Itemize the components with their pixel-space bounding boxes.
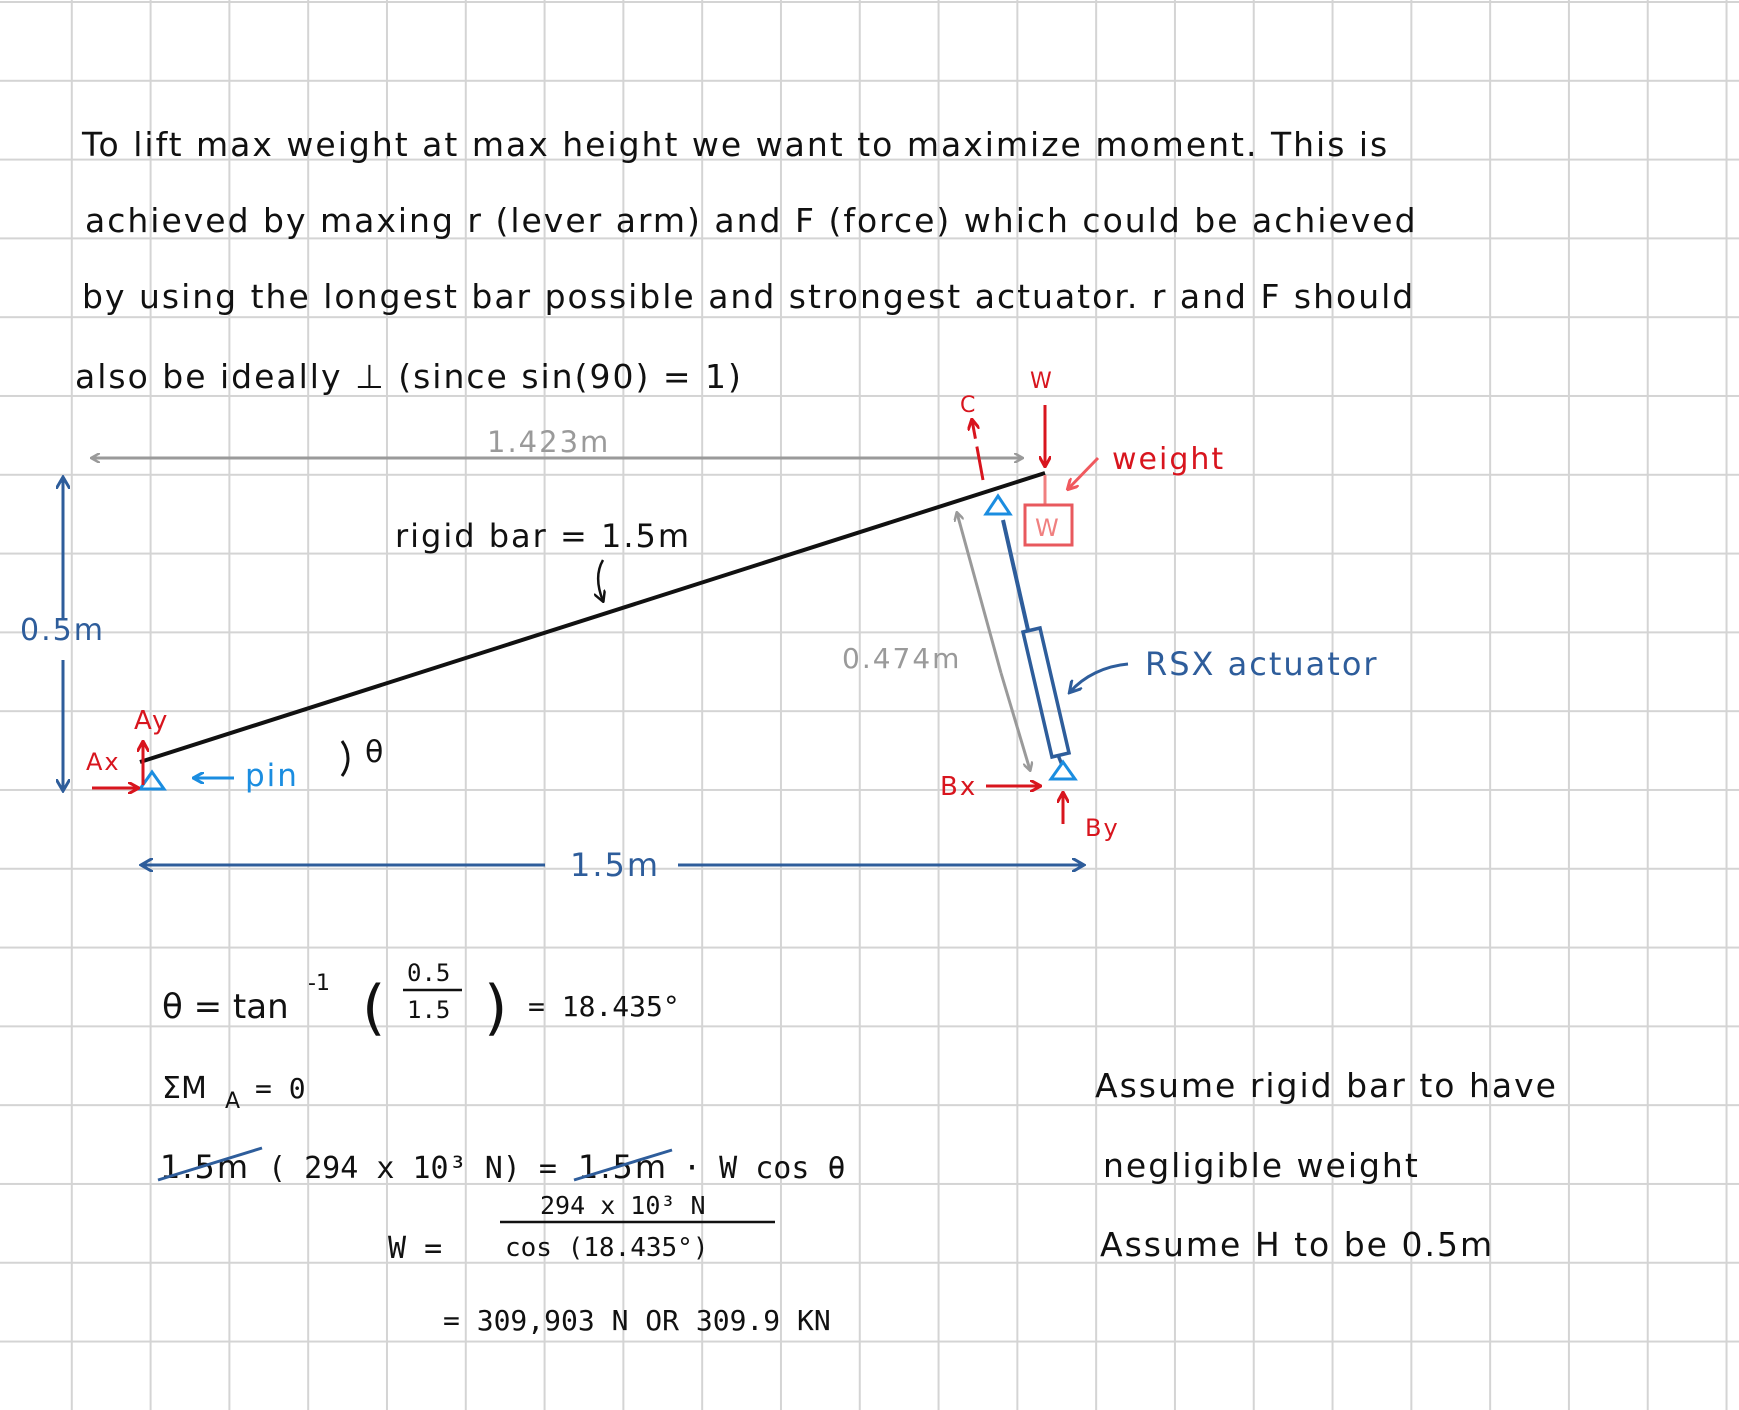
actuator-cylinder xyxy=(1020,625,1072,760)
bx-label: Bx xyxy=(940,772,977,802)
weight-box-label: W xyxy=(1035,514,1061,542)
actuator-dimension-label: 0.474m xyxy=(842,642,961,675)
pin-b-triangle-icon xyxy=(1048,759,1078,781)
weight-box xyxy=(1023,503,1074,547)
top-dimension: 1.423m xyxy=(92,425,1022,459)
theta-close-paren: ) xyxy=(484,973,507,1043)
theta-equation-lhs: θ = tan xyxy=(162,987,289,1027)
c-label: C xyxy=(960,393,977,418)
left-dimension: 0.5m xyxy=(20,478,105,790)
top-dimension-label: 1.423m xyxy=(487,425,610,459)
actuator-dimension-line-up xyxy=(957,513,1003,674)
rigid-bar-pointer-arrow xyxy=(598,559,603,601)
assumption-line-3: Assume H to be 0.5m xyxy=(1100,1225,1494,1264)
assumption-line-2: negligible weight xyxy=(1103,1146,1420,1185)
actuator-pointer-arrow xyxy=(1070,662,1129,692)
bottom-dimension-label: 1.5m xyxy=(570,846,660,884)
angle-label: θ xyxy=(365,735,383,770)
left-dimension-label: 0.5m xyxy=(20,613,105,648)
pin-a-triangle-icon xyxy=(137,769,167,791)
actuator-top-pin-icon xyxy=(983,493,1013,516)
moment-right-rest: · W cos θ xyxy=(683,1151,846,1186)
rigid-bar xyxy=(139,471,1046,764)
moment-sum-equals: = 0 xyxy=(255,1072,306,1105)
paragraph-line-3: by using the longest bar possible and st… xyxy=(82,277,1415,316)
paragraph-line-2: achieved by maxing r (lever arm) and F (… xyxy=(85,201,1418,240)
rigid-bar-label: rigid bar = 1.5m xyxy=(395,517,691,555)
assumptions: Assume rigid bar to have negligible weig… xyxy=(1095,1066,1558,1264)
w-equation-lhs: W = xyxy=(388,1231,442,1266)
w-force-label: W xyxy=(1030,369,1054,394)
theta-equation-exponent: -1 xyxy=(308,971,330,996)
actuator-label: RSX actuator xyxy=(1145,645,1379,683)
by-label: By xyxy=(1085,814,1120,842)
moment-left-rest: ( 294 x 10³ N) = xyxy=(268,1151,557,1186)
moment-left-strike xyxy=(157,1146,263,1182)
weight-pointer-arrow xyxy=(1068,456,1100,489)
ax-label: Ax xyxy=(86,748,121,776)
theta-fraction-numerator: 0.5 xyxy=(407,959,450,987)
assumption-line-1: Assume rigid bar to have xyxy=(1095,1066,1558,1105)
w-result: = 309,903 N OR 309.9 KN xyxy=(443,1304,831,1337)
moment-right-strike xyxy=(573,1148,673,1182)
rsx-actuator xyxy=(983,493,1078,781)
angle-arc xyxy=(340,740,350,777)
w-fraction-numerator: 294 x 10³ N xyxy=(540,1191,706,1220)
paragraph-line-1: To lift max weight at max height we want… xyxy=(81,125,1389,164)
intro-paragraph: To lift max weight at max height we want… xyxy=(75,125,1418,396)
c-force-arrow xyxy=(972,420,985,481)
moment-right-arm-struck: 1.5m xyxy=(578,1148,668,1186)
weight-label: weight xyxy=(1112,442,1225,477)
ay-label: Ay xyxy=(134,706,169,736)
pin-a: pin Ax Ay xyxy=(86,706,299,794)
moment-sum-symbol: ΣM xyxy=(162,1071,207,1106)
actuator-rod xyxy=(1001,519,1030,631)
actuator-dimension-line-down xyxy=(999,672,1030,770)
theta-fraction-denominator: 1.5 xyxy=(407,996,450,1024)
theta-result: = 18.435° xyxy=(528,990,680,1023)
paragraph-line-4: also be ideally ⊥ (since sin(90) = 1) xyxy=(75,357,743,396)
pin-label: pin xyxy=(245,758,299,794)
equations: θ = tan -1 ( 0.5 1.5 ) = 18.435° ΣM A = … xyxy=(157,959,846,1337)
w-fraction-denominator: cos (18.435°) xyxy=(505,1233,709,1263)
moment-sum-subscript: A xyxy=(225,1089,240,1114)
theta-open-paren: ( xyxy=(362,973,385,1043)
bottom-dimension: 1.5m xyxy=(142,846,1083,884)
